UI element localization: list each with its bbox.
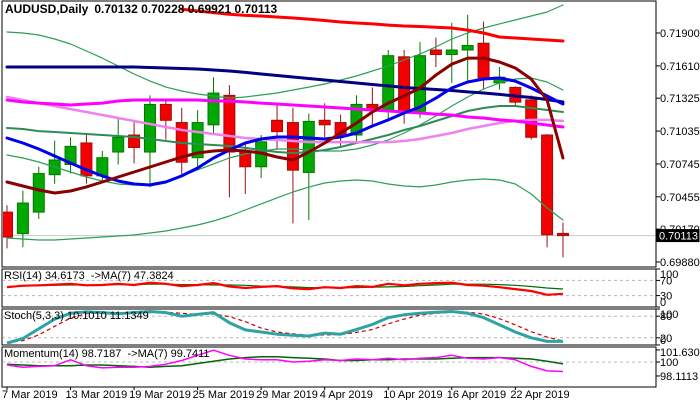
price-tick-label: 0.71900: [660, 28, 700, 40]
candle-body: [302, 120, 315, 173]
bollinger-upper-line: [6, 4, 564, 99]
candle-body: [191, 122, 204, 159]
time-tick-label: 4 Apr 2019: [320, 389, 373, 400]
time-tick-label: 19 Mar 2019: [129, 389, 191, 400]
price-tick-label: 0.71610: [660, 61, 700, 73]
candle-body: [32, 173, 45, 213]
rsi-panel-frame[interactable]: [1, 268, 657, 308]
ma-magenta-line: [5, 98, 565, 129]
rsi-main-line: [6, 281, 564, 296]
ma-navy-line: [5, 65, 565, 104]
candle-body: [159, 103, 172, 121]
candle-body: [525, 99, 538, 138]
candle-body: [398, 56, 411, 113]
price-tick-label: 0.70455: [660, 192, 700, 204]
time-tick-label: 13 Mar 2019: [66, 389, 128, 400]
momentum-panel-frame[interactable]: [1, 346, 657, 388]
ma-violet-line: [5, 95, 565, 144]
ma-maroon-line: [5, 56, 565, 195]
ma-red-line: [180, 7, 565, 43]
svg-text:0.70113: 0.70113: [659, 231, 698, 243]
time-axis[interactable]: 7 Mar 2019 13 Mar 2019 19 Mar 2019 25 Mar 2…: [2, 387, 570, 400]
candle-body: [207, 92, 220, 126]
bollinger-middle-line: [6, 77, 564, 186]
candle-body: [223, 94, 236, 153]
stoch-panel-frame[interactable]: [1, 308, 657, 346]
mom-plot[interactable]: [2, 349, 656, 373]
candle-body: [16, 202, 29, 235]
candle-body: [429, 49, 442, 56]
price-tick-label: 0.71325: [660, 93, 700, 105]
time-tick-label: 25 Mar 2019: [193, 389, 255, 400]
candle-body: [3, 211, 13, 238]
ma-green-line: [6, 105, 564, 154]
rsi-axis-tick-label: 30: [660, 291, 672, 303]
candle-body: [556, 232, 569, 237]
stoch-axis-tick-label: 100: [660, 309, 678, 321]
panel-frames: [1, 0, 657, 388]
stoch-k-line: [6, 310, 563, 344]
stoch-axis-tick-label: 0: [660, 335, 666, 347]
ma-blue-line: [5, 76, 565, 187]
time-tick-label: 10 Apr 2019: [383, 389, 442, 400]
candle-body: [318, 119, 331, 126]
momentum-main-line: [6, 349, 564, 373]
price-tick-label: 0.71035: [660, 126, 700, 138]
time-tick-label: 29 Mar 2019: [256, 389, 318, 400]
momentum-signal-line: [6, 356, 564, 368]
bollinger-lower-line: [6, 178, 564, 241]
rsi-plot[interactable]: [2, 279, 656, 297]
sto-plot[interactable]: [2, 310, 656, 344]
current-price-tag: 0.70113: [656, 229, 700, 243]
price-tick-label: 0.70745: [660, 159, 700, 171]
rsi-axis-tick-label: 100: [660, 269, 678, 281]
momentum-axis-tick-label: 98.1113: [660, 371, 698, 383]
candle-body: [461, 44, 474, 51]
candle-body: [541, 134, 554, 236]
candle-body: [271, 119, 284, 133]
time-tick-label: 7 Mar 2019: [2, 389, 58, 400]
momentum-axis-tick-label: 101.6305: [660, 347, 700, 359]
candle-body: [80, 142, 93, 177]
candle-body: [112, 136, 125, 153]
rsi-axis-tick-label: 70: [660, 275, 672, 287]
candle-body: [477, 42, 490, 80]
time-tick-label: 22 Apr 2019: [510, 389, 569, 400]
overlay-lines: [5, 4, 565, 241]
candle-body: [286, 122, 299, 171]
candle-body: [143, 103, 156, 153]
stoch-axis-tick-label: 80: [660, 311, 672, 323]
candle-body: [445, 49, 458, 56]
price-axis[interactable]: 0.71900 0.71610 0.71325 0.71035 0.70745 0.704…: [656, 28, 700, 383]
momentum-axis-tick-label: 100: [660, 357, 678, 369]
main-panel-frame[interactable]: [1, 0, 657, 268]
main-chart-plot[interactable]: [2, 4, 657, 258]
price-tick-label: 0.69880: [660, 257, 700, 269]
time-tick-label: 16 Apr 2019: [447, 389, 506, 400]
stoch-axis-tick-label: 20: [660, 333, 672, 345]
rsi-axis-tick-label: 0: [660, 297, 666, 309]
candle-body: [128, 134, 141, 148]
